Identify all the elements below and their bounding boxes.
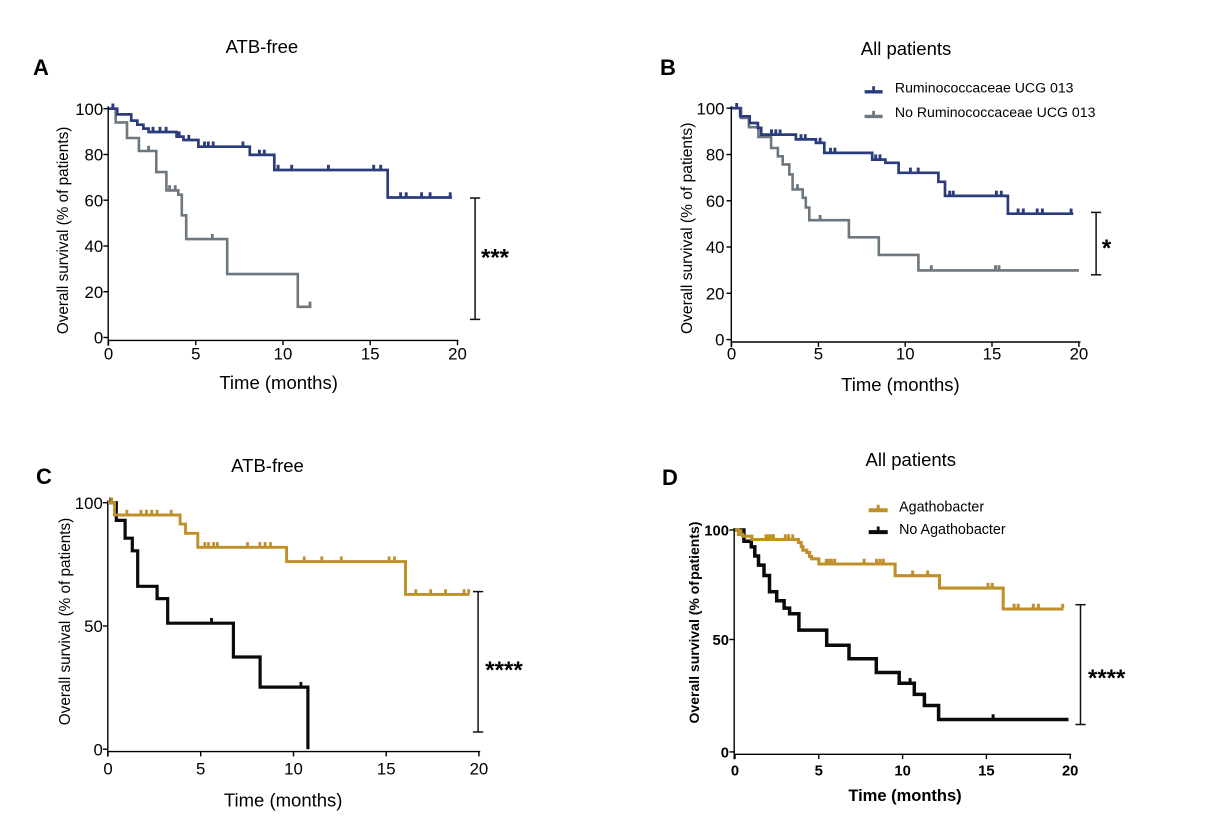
svg-text:100: 100 [697, 99, 725, 118]
svg-text:***: *** [481, 245, 510, 272]
svg-text:0: 0 [94, 329, 103, 348]
svg-text:15: 15 [978, 764, 994, 780]
svg-text:B: B [660, 55, 676, 80]
svg-text:10: 10 [284, 759, 303, 778]
svg-text:Ruminococcaceae UCG 013: Ruminococcaceae UCG 013 [895, 79, 1074, 95]
svg-text:100: 100 [75, 100, 103, 119]
svg-text:20: 20 [470, 759, 489, 778]
svg-text:Time (months): Time (months) [841, 374, 960, 395]
svg-text:5: 5 [191, 345, 200, 364]
svg-text:No Agathobacter: No Agathobacter [899, 522, 1006, 538]
svg-text:15: 15 [361, 345, 380, 364]
svg-text:10: 10 [274, 345, 293, 364]
svg-text:100: 100 [704, 524, 729, 540]
svg-text:0: 0 [731, 764, 739, 780]
svg-text:20: 20 [706, 284, 725, 303]
svg-text:All patients: All patients [866, 449, 957, 470]
svg-text:*: * [1102, 235, 1112, 262]
svg-text:50: 50 [84, 617, 103, 636]
svg-text:10: 10 [896, 345, 915, 364]
svg-text:All patients: All patients [861, 38, 952, 59]
svg-text:40: 40 [85, 237, 104, 256]
svg-text:ATB-free: ATB-free [226, 36, 299, 57]
svg-text:60: 60 [706, 192, 725, 211]
svg-text:Time (months): Time (months) [848, 787, 961, 805]
svg-text:C: C [36, 464, 52, 489]
svg-text:A: A [33, 55, 49, 80]
svg-text:60: 60 [85, 191, 104, 210]
svg-text:20: 20 [1070, 345, 1089, 364]
svg-text:Time (months): Time (months) [224, 790, 343, 811]
svg-text:50: 50 [713, 633, 729, 649]
svg-text:Overall survival (% of patient: Overall survival (% of patients) [686, 522, 702, 724]
svg-text:Time (months): Time (months) [219, 372, 338, 393]
svg-text:80: 80 [706, 146, 725, 165]
svg-text:20: 20 [1062, 764, 1078, 780]
svg-text:Overall survival (% of patient: Overall survival (% of patients) [57, 518, 74, 725]
svg-text:5: 5 [196, 759, 205, 778]
svg-text:Overall survival (% of patient: Overall survival (% of patients) [55, 127, 72, 334]
svg-text:Agathobacter: Agathobacter [899, 500, 984, 516]
svg-text:5: 5 [814, 345, 823, 364]
svg-text:0: 0 [721, 745, 729, 761]
svg-text:15: 15 [983, 345, 1002, 364]
svg-text:0: 0 [104, 345, 113, 364]
svg-text:20: 20 [85, 283, 104, 302]
svg-text:5: 5 [815, 764, 823, 780]
svg-text:80: 80 [85, 146, 104, 165]
svg-text:0: 0 [103, 759, 112, 778]
svg-text:0: 0 [715, 331, 724, 350]
svg-text:40: 40 [706, 238, 725, 257]
svg-text:10: 10 [894, 764, 910, 780]
svg-text:0: 0 [93, 740, 102, 759]
svg-text:ATB-free: ATB-free [231, 455, 304, 476]
svg-text:****: **** [1088, 665, 1126, 692]
svg-text:15: 15 [377, 759, 396, 778]
svg-text:No Ruminococcaceae UCG 013: No Ruminococcaceae UCG 013 [895, 104, 1096, 120]
svg-text:D: D [662, 465, 678, 490]
svg-text:Overall survival (% of patient: Overall survival (% of patients) [679, 123, 696, 334]
svg-text:100: 100 [75, 494, 103, 513]
svg-text:****: **** [485, 657, 523, 684]
svg-text:0: 0 [727, 345, 736, 364]
svg-text:20: 20 [448, 345, 467, 364]
